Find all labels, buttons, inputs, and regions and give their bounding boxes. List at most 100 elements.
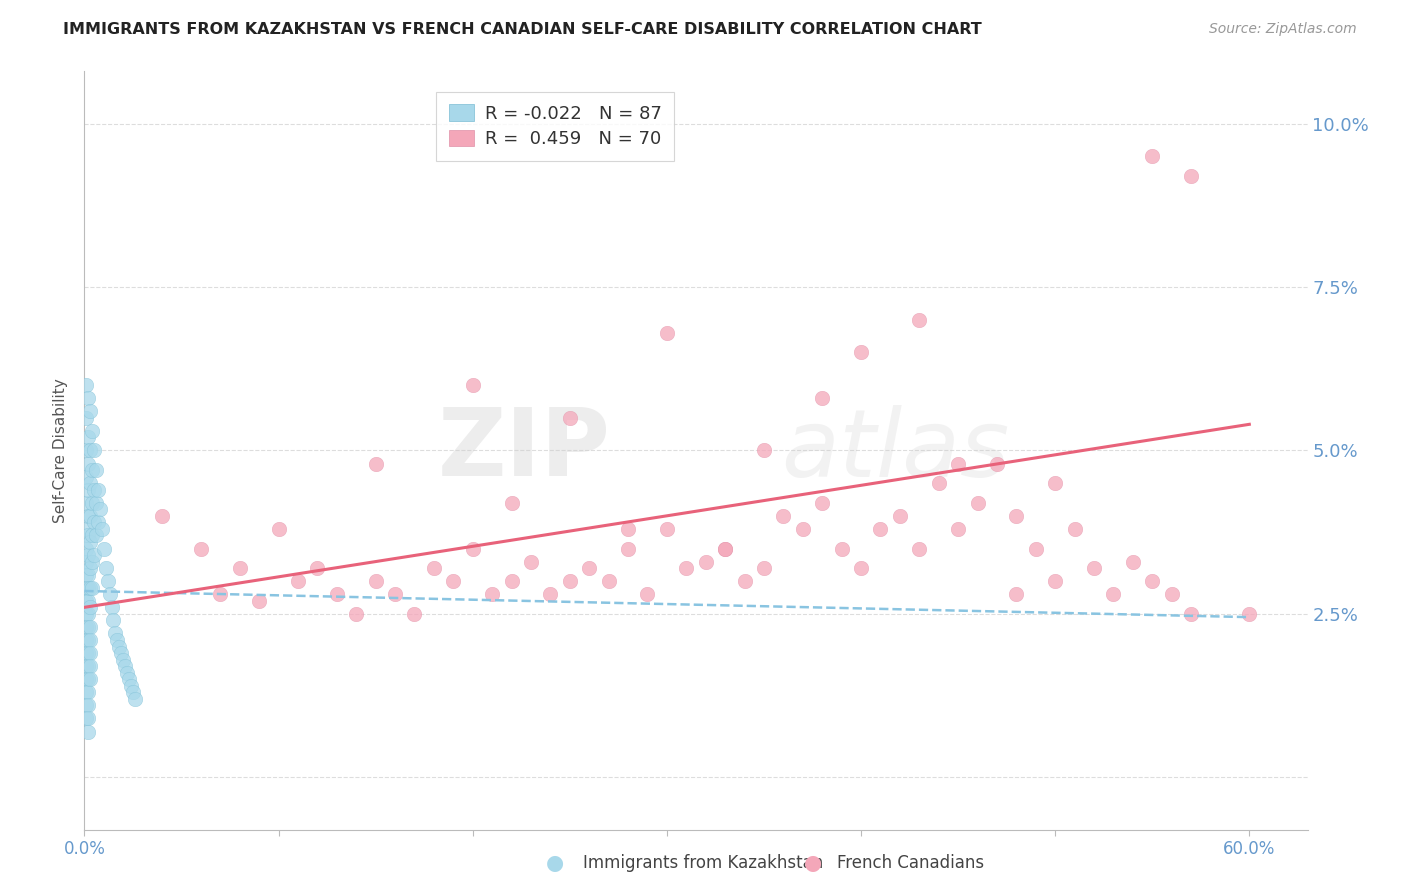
Point [520, 555, 543, 569]
Point [77, 659, 100, 673]
Point [77, 483, 100, 497]
Point [558, 410, 581, 425]
Point [946, 457, 969, 471]
Text: Source: ZipAtlas.com: Source: ZipAtlas.com [1209, 22, 1357, 37]
Point [84, 496, 107, 510]
Point [1005, 508, 1028, 523]
Point [77, 391, 100, 405]
Point [307, 561, 329, 575]
Point [77, 508, 100, 523]
Point [77, 581, 100, 595]
Point [831, 541, 853, 556]
Point [75, 541, 97, 556]
Point [636, 587, 658, 601]
Point [75, 378, 97, 392]
Text: French Canadians: French Canadians [837, 855, 984, 872]
Point [461, 541, 484, 556]
Point [986, 457, 1008, 471]
Point [423, 561, 446, 575]
Point [83, 443, 105, 458]
Point [75, 620, 97, 634]
Text: ZIP: ZIP [437, 404, 610, 497]
Point [714, 541, 737, 556]
Point [75, 496, 97, 510]
Point [228, 561, 250, 575]
Point [714, 541, 737, 556]
Point [752, 561, 775, 575]
Point [124, 691, 146, 706]
Point [82, 496, 104, 510]
Point [578, 561, 600, 575]
Point [83, 548, 105, 562]
Point [75, 410, 97, 425]
Point [75, 522, 97, 536]
Point [811, 496, 834, 510]
Point [792, 522, 814, 536]
Point [364, 457, 387, 471]
Point [364, 574, 387, 589]
Point [598, 574, 620, 589]
Point [82, 463, 104, 477]
Point [75, 633, 97, 648]
Point [75, 594, 97, 608]
Point [82, 528, 104, 542]
Point [695, 555, 717, 569]
Point [122, 685, 145, 699]
Point [1239, 607, 1261, 621]
Point [83, 516, 105, 530]
Point [114, 659, 136, 673]
Point [89, 502, 111, 516]
Point [110, 646, 132, 660]
Point [558, 574, 581, 589]
Point [1180, 607, 1202, 621]
Point [617, 541, 640, 556]
Point [105, 633, 128, 648]
Point [75, 659, 97, 673]
Point [75, 685, 97, 699]
Text: Immigrants from Kazakhstan: Immigrants from Kazakhstan [583, 855, 824, 872]
Point [287, 574, 309, 589]
Point [772, 508, 794, 523]
Point [928, 476, 950, 491]
Point [617, 522, 640, 536]
Point [538, 587, 561, 601]
Point [112, 652, 135, 666]
Point [79, 672, 101, 686]
Point [752, 443, 775, 458]
Point [79, 508, 101, 523]
Point [344, 607, 367, 621]
Point [77, 698, 100, 713]
Point [75, 469, 97, 483]
Point [103, 614, 125, 628]
Point [247, 594, 270, 608]
Text: ●: ● [547, 853, 564, 872]
Text: ●: ● [804, 853, 821, 872]
Point [77, 620, 100, 634]
Point [104, 626, 127, 640]
Point [150, 508, 173, 523]
Point [79, 476, 101, 491]
Point [82, 555, 104, 569]
Point [404, 607, 426, 621]
Point [734, 574, 756, 589]
Point [267, 522, 290, 536]
Point [75, 698, 97, 713]
Y-axis label: Self-Care Disability: Self-Care Disability [53, 378, 69, 523]
Point [82, 581, 104, 595]
Point [100, 600, 122, 615]
Point [811, 391, 834, 405]
Point [1025, 541, 1047, 556]
Point [115, 665, 138, 680]
Point [77, 567, 100, 582]
Point [75, 581, 97, 595]
Point [849, 345, 872, 359]
Point [908, 541, 931, 556]
Point [1043, 574, 1066, 589]
Point [120, 679, 142, 693]
Point [461, 378, 484, 392]
Point [441, 574, 464, 589]
Point [75, 567, 97, 582]
Point [77, 646, 100, 660]
Point [1083, 561, 1105, 575]
Point [75, 443, 97, 458]
